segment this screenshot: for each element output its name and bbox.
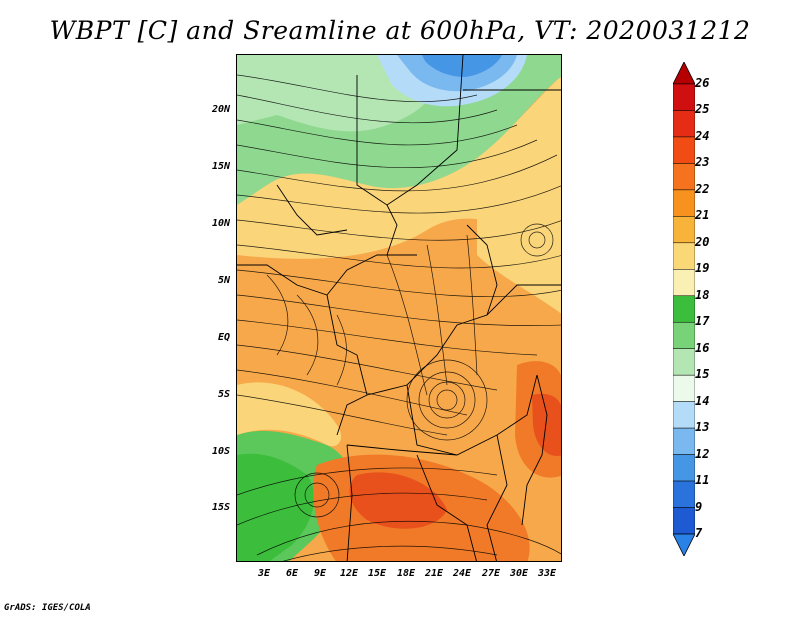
lon-label: 21E [424, 568, 444, 579]
colorbar-segment [673, 269, 695, 297]
colorbar-top-arrow [673, 62, 695, 85]
colorbar-segment [673, 110, 695, 138]
lon-label: 9E [313, 568, 327, 579]
colorbar-label: 16 [695, 340, 710, 355]
colorbar-label: 26 [695, 76, 710, 90]
lat-label: 15N [211, 161, 230, 172]
colorbar-segment [673, 242, 695, 270]
lat-label: 10N [211, 218, 230, 229]
colorbar-segment [673, 189, 695, 217]
lon-label: 33E [537, 568, 557, 579]
colorbar-label: 18 [695, 287, 710, 302]
colorbar-label: 23 [695, 155, 710, 170]
lon-label: 3E [257, 568, 271, 579]
lon-label: 24E [452, 568, 472, 579]
wbpt-18-zone [237, 453, 315, 561]
map-panel [236, 54, 562, 562]
colorbar-label: 20 [695, 234, 710, 249]
colorbar-label: 9 [695, 499, 703, 514]
lat-label: 20N [211, 104, 230, 115]
colorbar-label: 15 [695, 367, 710, 382]
colorbar-segment [673, 348, 695, 376]
colorbar-label: 19 [695, 261, 710, 276]
lat-label: 5S [217, 389, 230, 400]
wbpt-23-zone [349, 472, 447, 529]
wbpt-23-zone-east [532, 393, 561, 456]
colorbar-label: 22 [695, 181, 710, 196]
colorbar-segment [673, 454, 695, 482]
chart-title: WBPT [C] and Sreamline at 600hPa, VT: 20… [49, 16, 751, 45]
colorbar-label: 13 [695, 420, 710, 435]
wbpt-field-map [237, 55, 561, 561]
lon-label: 15E [367, 568, 387, 579]
colorbar-segment [673, 401, 695, 429]
colorbar-label: 12 [695, 446, 710, 461]
footer-credit: GrADS: IGES/COLA [4, 603, 91, 613]
colorbar-segment [673, 163, 695, 191]
colorbar-label: 17 [695, 314, 710, 329]
wbpt-19-zone-ne [477, 185, 561, 314]
colorbar-label: 7 [695, 526, 703, 540]
lon-label: 18E [396, 568, 416, 579]
colorbar-label: 25 [695, 102, 710, 117]
lon-label: 30E [509, 568, 529, 579]
lon-label: 12E [339, 568, 359, 579]
lat-label: EQ [217, 332, 230, 343]
lat-label: 10S [211, 446, 230, 457]
colorbar-segment [673, 374, 695, 402]
lat-label: 15S [211, 502, 230, 513]
colorbar [673, 62, 695, 556]
lon-label: 27E [481, 568, 501, 579]
colorbar-segment [673, 136, 695, 164]
colorbar-label: 24 [695, 128, 710, 143]
colorbar-segment [673, 507, 695, 535]
colorbar-segment [673, 83, 695, 111]
wbpt-19-zone-sw [237, 382, 342, 447]
colorbar-segment [673, 216, 695, 244]
colorbar-label: 11 [695, 473, 710, 488]
lon-label: 6E [285, 568, 299, 579]
colorbar-segment [673, 295, 695, 323]
colorbar-label: 14 [695, 393, 710, 408]
colorbar-segment [673, 427, 695, 455]
colorbar-label: 21 [695, 208, 710, 223]
colorbar-bottom-arrow [673, 533, 695, 556]
lat-label: 5N [217, 275, 230, 286]
colorbar-segment [673, 321, 695, 349]
country-borders [237, 55, 561, 561]
colorbar-segment [673, 480, 695, 508]
